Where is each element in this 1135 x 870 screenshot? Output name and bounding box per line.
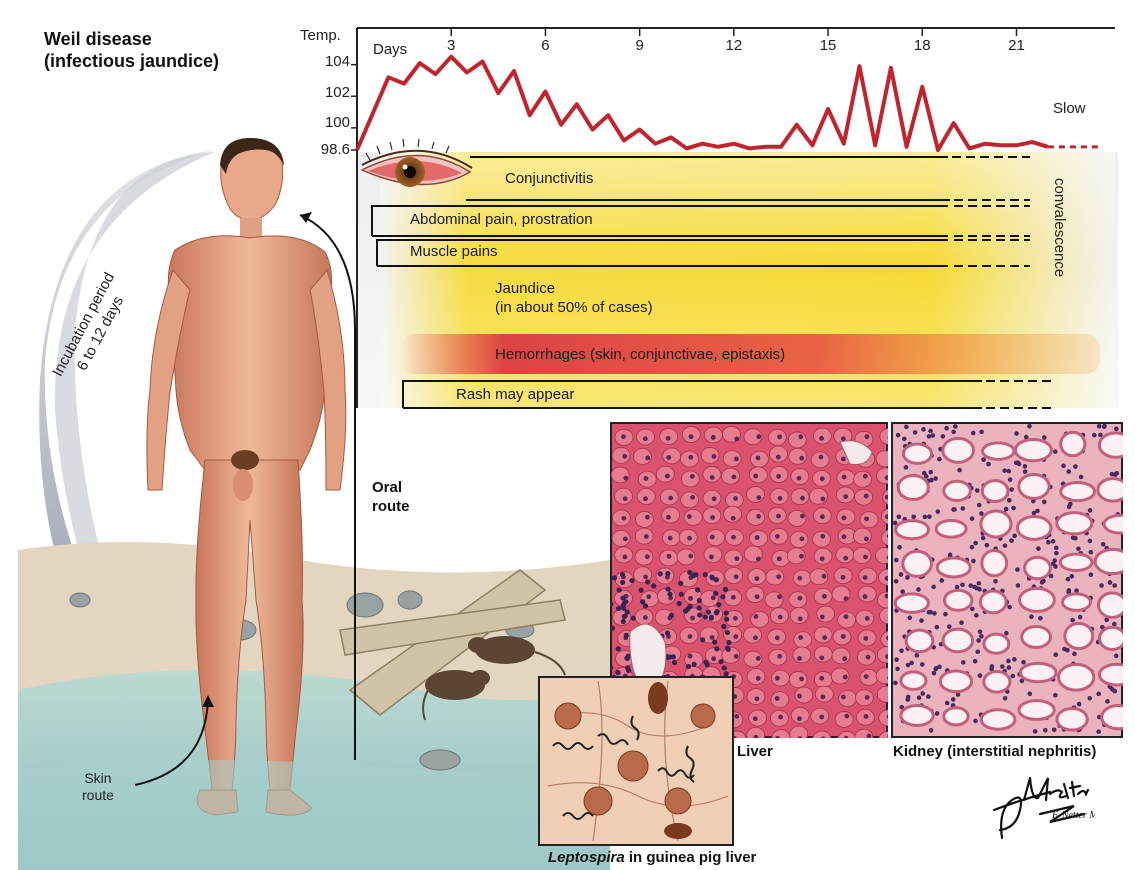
caption-leptospira-italic: Leptospira xyxy=(548,849,625,866)
bar-abdominal xyxy=(371,205,948,237)
label-rash: Rash may appear xyxy=(456,386,575,403)
caption-liver: Liver xyxy=(737,743,773,760)
caption-leptospira-rest: in guinea pig liver xyxy=(624,849,757,866)
symptom-bars xyxy=(371,156,982,409)
label-jaundice: Jaundice xyxy=(495,280,556,297)
rats xyxy=(422,636,566,721)
figure-title: Weil disease (infectious jaundice) xyxy=(44,28,219,72)
bar-rash xyxy=(402,380,982,409)
y-tick-104: 104 xyxy=(324,53,350,70)
clinical-course-chart xyxy=(351,27,1118,409)
x-tick-label: 12 xyxy=(725,37,743,54)
y-tick-98-6: 98.6 xyxy=(320,141,350,158)
skin-route-line1: Skin xyxy=(84,770,112,786)
patient-illustration xyxy=(18,138,610,870)
inflamed-eye-illustration xyxy=(360,138,473,187)
skin-route-arrow xyxy=(134,699,209,786)
kidney-histology-image xyxy=(891,422,1123,738)
wooden-planks xyxy=(339,569,566,716)
netter-signature: F. Netter M.D. xyxy=(992,776,1095,840)
man-figure xyxy=(146,138,347,816)
temperature-line xyxy=(355,54,1049,152)
skin-arrow-head-icon xyxy=(202,695,214,707)
title-line1: Weil disease xyxy=(44,29,152,49)
oral-route-line1: Oral xyxy=(372,479,403,496)
x-tick-label: 3 xyxy=(447,37,456,54)
skin-route-label: Skin route xyxy=(82,770,114,804)
oral-arrow-head-icon xyxy=(300,212,312,223)
caption-leptospira: Leptospira in guinea pig liver xyxy=(548,849,756,866)
x-axis-title: Days xyxy=(373,41,408,58)
label-hemorrhages: Hemorrhages (skin, conjunctivae, epistax… xyxy=(495,346,786,363)
x-tick-marks xyxy=(450,28,1018,36)
y-tick-100: 100 xyxy=(324,114,350,131)
signature-text: F. Netter M.D. xyxy=(1051,810,1095,821)
y-tick-102: 102 xyxy=(324,84,350,101)
x-tick-label: 21 xyxy=(1008,37,1025,54)
label-jaundice-note: (in about 50% of cases) xyxy=(495,299,653,316)
x-tick-label: 6 xyxy=(541,37,550,54)
y-axis-title: Temp. xyxy=(300,27,341,44)
y-tick-marks xyxy=(351,63,357,151)
leptospira-histology-image xyxy=(538,676,734,846)
bar-muscle xyxy=(376,239,948,267)
label-slow: Slow xyxy=(1053,100,1086,117)
x-tick-label: 15 xyxy=(819,37,837,54)
skin-route-line2: route xyxy=(82,787,114,803)
label-muscle-pains: Muscle pains xyxy=(410,243,498,260)
label-convalescence: convalescence xyxy=(1051,178,1068,278)
caption-kidney: Kidney (interstitial nephritis) xyxy=(893,743,1097,760)
hemorrhage-red-band xyxy=(400,334,1100,374)
label-conjunctivitis: Conjunctivitis xyxy=(505,170,594,187)
label-abdominal-pain: Abdominal pain, prostration xyxy=(410,211,593,228)
oral-route-arrow xyxy=(299,214,356,760)
oral-route-line2: route xyxy=(372,498,410,515)
x-tick-label: 9 xyxy=(635,37,644,54)
title-line2: (infectious jaundice) xyxy=(44,51,220,71)
x-tick-label: 18 xyxy=(913,37,931,54)
symptom-dashed-tails xyxy=(952,156,1054,409)
oral-route-label: Oral route xyxy=(372,478,410,516)
